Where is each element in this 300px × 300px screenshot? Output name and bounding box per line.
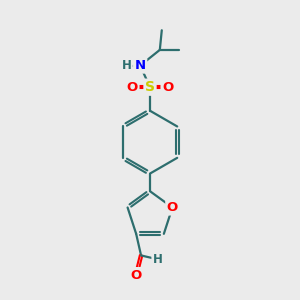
Text: H: H — [153, 253, 163, 266]
Text: S: S — [145, 80, 155, 94]
Text: O: O — [162, 81, 173, 94]
Text: O: O — [167, 201, 178, 214]
Text: O: O — [130, 268, 142, 282]
Text: O: O — [127, 81, 138, 94]
Text: H: H — [122, 59, 131, 72]
Text: N: N — [135, 59, 146, 72]
